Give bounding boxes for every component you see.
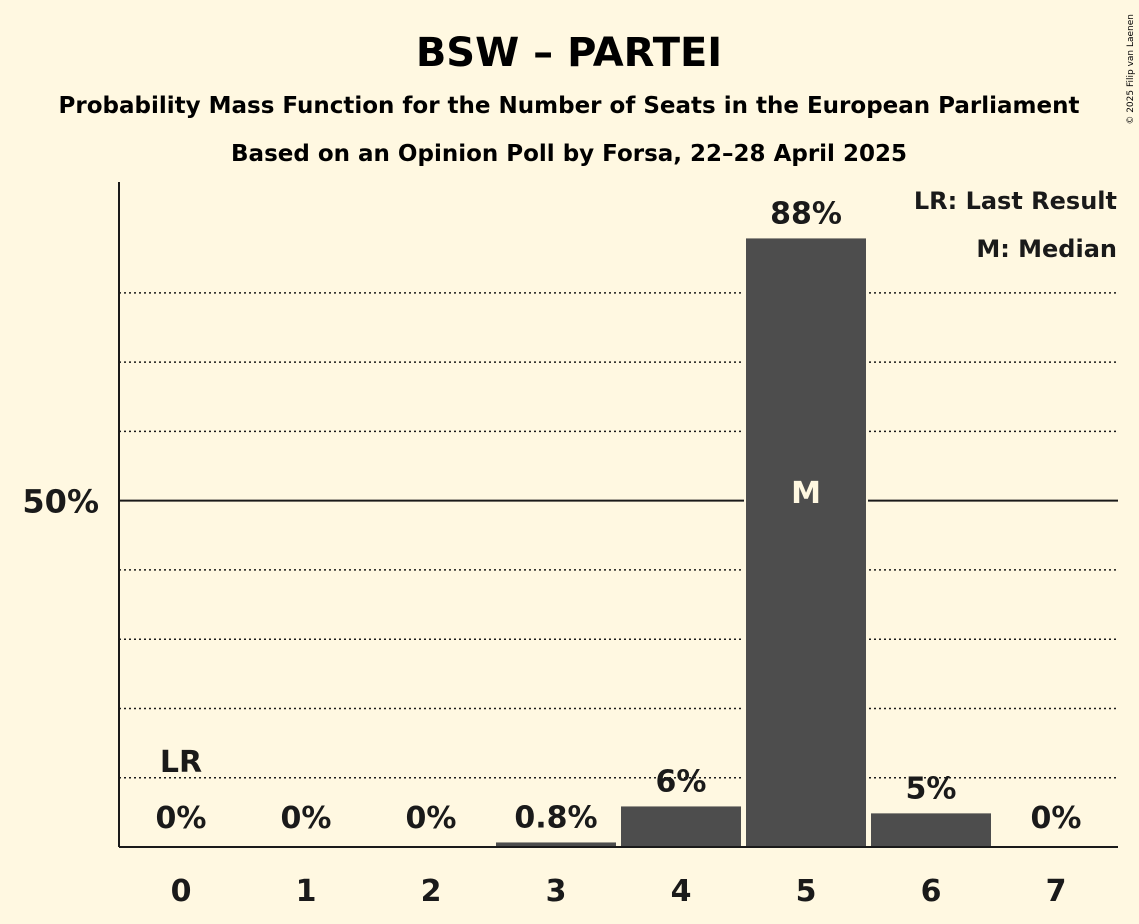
chart-subtitle: Probability Mass Function for the Number…	[59, 93, 1080, 119]
y-tick-label: 50%	[22, 483, 99, 521]
value-label-3: 0.8%	[514, 800, 597, 835]
x-tick-label: 7	[1046, 874, 1067, 909]
bar-5	[744, 236, 868, 848]
x-tick-label: 3	[546, 874, 567, 909]
gridlines	[119, 292, 1118, 779]
last-result-marker: LR	[160, 745, 202, 780]
value-label-2: 0%	[406, 801, 457, 836]
value-label-6: 5%	[906, 771, 957, 806]
x-tick-label: 1	[296, 874, 317, 909]
value-label-0: 0%	[156, 801, 207, 836]
x-tick-label: 6	[921, 874, 942, 909]
bar-4	[619, 804, 743, 848]
value-label-4: 6%	[656, 764, 707, 799]
value-label-5: 88%	[770, 196, 842, 231]
value-label-1: 0%	[281, 801, 332, 836]
value-labels: 0% 0% 0% 0.8% 6% 88% 5% 0% LR M	[156, 196, 1082, 836]
bars	[494, 236, 993, 848]
axes: 50% 0 1 2 3 4 5 6 7	[22, 182, 1118, 909]
legend-entry: M: Median	[976, 235, 1117, 263]
median-marker: M	[791, 476, 821, 511]
legend-entry: LR: Last Result	[914, 187, 1117, 215]
x-tick-label: 4	[671, 874, 692, 909]
value-label-7: 0%	[1031, 801, 1082, 836]
copyright-notice: © 2025 Filip van Laenen	[1126, 14, 1136, 125]
x-tick-label: 5	[796, 874, 817, 909]
x-tick-label: 2	[421, 874, 442, 909]
chart-subtitle-poll: Based on an Opinion Poll by Forsa, 22–28…	[231, 141, 907, 167]
x-tick-label: 0	[171, 874, 192, 909]
chart-title: BSW – PARTEI	[416, 30, 722, 76]
legend: LR: Last Result M: Median	[914, 187, 1117, 263]
bar-6	[869, 811, 993, 848]
